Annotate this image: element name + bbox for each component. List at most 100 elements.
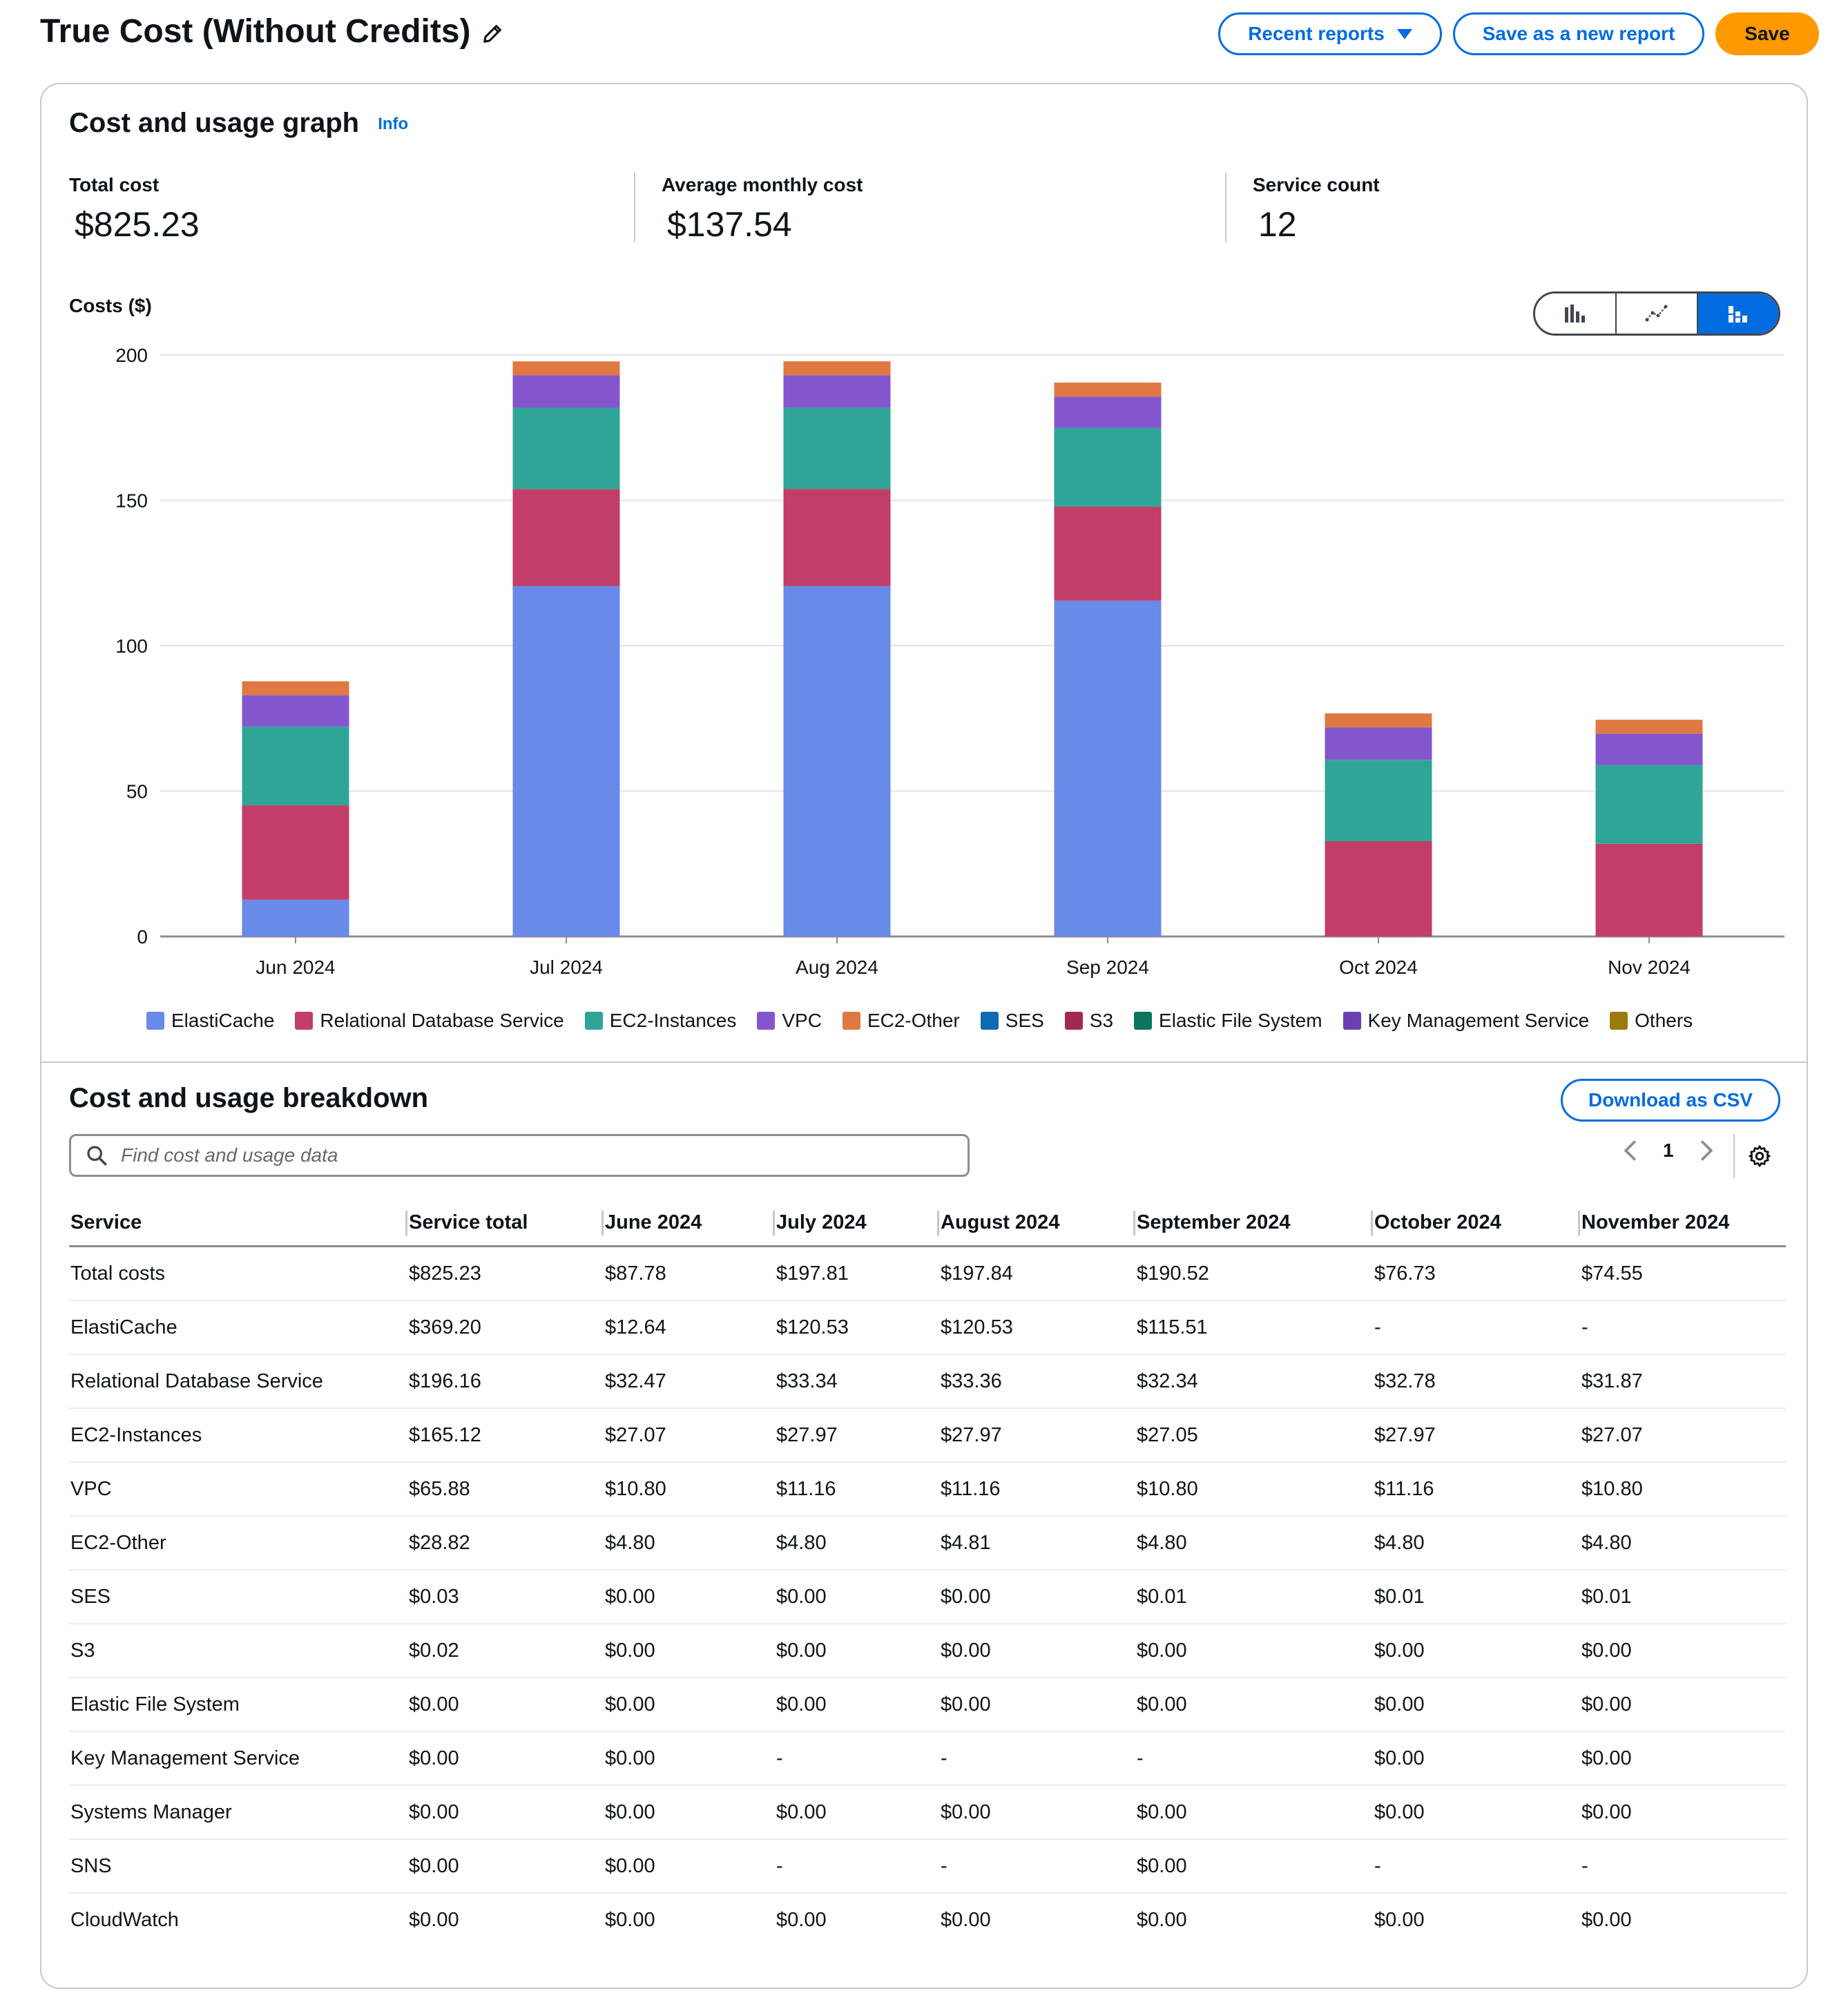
legend-label: ElastiCache	[171, 1010, 274, 1032]
table-row: CloudWatch$0.00$0.00$0.00$0.00$0.00$0.00…	[69, 1893, 1786, 1946]
legend-swatch	[1343, 1012, 1361, 1030]
bar-segment[interactable]	[242, 900, 349, 936]
bar-segment[interactable]	[242, 695, 349, 727]
search-input[interactable]	[119, 1144, 968, 1167]
gear-icon[interactable]	[1747, 1144, 1772, 1169]
table-row: SES$0.03$0.00$0.00$0.00$0.01$0.01$0.01	[69, 1570, 1786, 1624]
bar-segment[interactable]	[513, 361, 620, 375]
legend-item[interactable]: Relational Database Service	[295, 1010, 564, 1032]
cost-cell: $196.16	[407, 1354, 604, 1408]
cost-cell: $65.88	[407, 1462, 604, 1516]
cost-cell: -	[1135, 1731, 1373, 1785]
bar-segment[interactable]	[1325, 727, 1432, 760]
column-header[interactable]: Service	[69, 1200, 407, 1247]
legend-label: Elastic File System	[1159, 1010, 1322, 1032]
column-header[interactable]: October 2024	[1373, 1200, 1580, 1247]
legend-item[interactable]: EC2-Other	[843, 1010, 960, 1032]
bar-segment[interactable]	[1325, 713, 1432, 727]
cost-cell: $0.00	[775, 1624, 939, 1678]
table-row: EC2-Instances$165.12$27.07$27.97$27.97$2…	[69, 1408, 1786, 1462]
bar-segment[interactable]	[784, 375, 891, 407]
bar-segment[interactable]	[242, 805, 349, 900]
service-name-cell: VPC	[69, 1462, 407, 1516]
table-row: SNS$0.00$0.00--$0.00--	[69, 1839, 1786, 1893]
bar-segment[interactable]	[242, 727, 349, 805]
legend-item[interactable]: Others	[1610, 1010, 1693, 1032]
service-name-cell: S3	[69, 1624, 407, 1678]
legend-item[interactable]: VPC	[757, 1010, 822, 1032]
legend-swatch	[843, 1012, 860, 1030]
bar-segment[interactable]	[784, 361, 891, 375]
cost-cell: $0.00	[1580, 1731, 1786, 1785]
bar-segment[interactable]	[1596, 765, 1703, 844]
cost-cell: $0.02	[407, 1624, 604, 1678]
cost-cell: $32.78	[1373, 1354, 1580, 1408]
bar-segment[interactable]	[1055, 601, 1162, 936]
bar-segment[interactable]	[1055, 396, 1162, 427]
save-as-new-report-button[interactable]: Save as a new report	[1453, 12, 1704, 55]
bar-segment[interactable]	[513, 375, 620, 407]
legend-item[interactable]: Elastic File System	[1134, 1010, 1322, 1032]
bar-segment[interactable]	[513, 586, 620, 936]
x-tick-label: Nov 2024	[1608, 957, 1691, 978]
column-header-label: November 2024	[1581, 1211, 1729, 1233]
legend-label: S3	[1090, 1010, 1113, 1032]
table-row: VPC$65.88$10.80$11.16$11.16$10.80$11.16$…	[69, 1462, 1786, 1516]
bar-segment[interactable]	[1055, 383, 1162, 396]
bar-segment[interactable]	[1596, 844, 1703, 936]
legend-label: Relational Database Service	[320, 1010, 564, 1032]
column-header[interactable]: June 2024	[604, 1200, 775, 1247]
legend-item[interactable]: EC2-Instances	[585, 1010, 737, 1032]
legend-item[interactable]: SES	[981, 1010, 1044, 1032]
legend-item[interactable]: Key Management Service	[1343, 1010, 1590, 1032]
legend-swatch	[146, 1012, 164, 1030]
cost-cell: $0.00	[604, 1731, 775, 1785]
chevron-left-icon[interactable]	[1623, 1139, 1638, 1162]
chart-legend: ElastiCache Relational Database Service EC…	[146, 1010, 1693, 1032]
chevron-right-icon[interactable]	[1699, 1139, 1714, 1162]
cost-cell: $0.00	[1580, 1624, 1786, 1678]
cost-cell: $0.00	[939, 1570, 1135, 1624]
cost-cell: $87.78	[604, 1247, 775, 1301]
legend-item[interactable]: S3	[1065, 1010, 1113, 1032]
y-tick-label: 150	[115, 490, 148, 512]
cost-cell: $0.00	[1373, 1678, 1580, 1731]
bar-segment[interactable]	[784, 407, 891, 489]
column-header-label: Service total	[409, 1211, 528, 1233]
download-csv-button[interactable]: Download as CSV	[1561, 1079, 1780, 1122]
bar-segment[interactable]	[1596, 720, 1703, 733]
cost-cell: $369.20	[407, 1300, 604, 1354]
cost-cell: $0.00	[939, 1624, 1135, 1678]
recent-reports-button[interactable]: Recent reports	[1218, 12, 1442, 55]
cost-cell: -	[775, 1731, 939, 1785]
bar-segment[interactable]	[1055, 428, 1162, 507]
bar-segment[interactable]	[1596, 733, 1703, 765]
page-title-text: True Cost (Without Credits)	[40, 12, 471, 50]
save-button[interactable]: Save	[1715, 12, 1819, 55]
legend-label: Key Management Service	[1368, 1010, 1590, 1032]
cost-cell: $0.00	[407, 1731, 604, 1785]
current-page[interactable]: 1	[1663, 1140, 1674, 1162]
bar-segment[interactable]	[1325, 841, 1432, 936]
bar-segment[interactable]	[1055, 507, 1162, 601]
column-header[interactable]: November 2024	[1580, 1200, 1786, 1247]
column-header[interactable]: September 2024	[1135, 1200, 1373, 1247]
cost-cell: $31.87	[1580, 1354, 1786, 1408]
cost-cell: -	[939, 1839, 1135, 1893]
bar-segment[interactable]	[784, 489, 891, 586]
bar-segment[interactable]	[242, 681, 349, 695]
service-name-cell: SNS	[69, 1839, 407, 1893]
bar-segment[interactable]	[513, 407, 620, 489]
cost-cell: $0.00	[1135, 1893, 1373, 1946]
column-header[interactable]: August 2024	[939, 1200, 1135, 1247]
column-header[interactable]: July 2024	[775, 1200, 939, 1247]
pencil-icon[interactable]	[481, 22, 504, 46]
cost-cell: $32.34	[1135, 1354, 1373, 1408]
bar-segment[interactable]	[1325, 760, 1432, 841]
cost-cell: $10.80	[604, 1462, 775, 1516]
bar-segment[interactable]	[513, 489, 620, 586]
bar-segment[interactable]	[784, 586, 891, 936]
column-header[interactable]: Service total	[407, 1200, 604, 1247]
legend-item[interactable]: ElastiCache	[146, 1010, 274, 1032]
y-tick-label: 50	[126, 781, 148, 803]
